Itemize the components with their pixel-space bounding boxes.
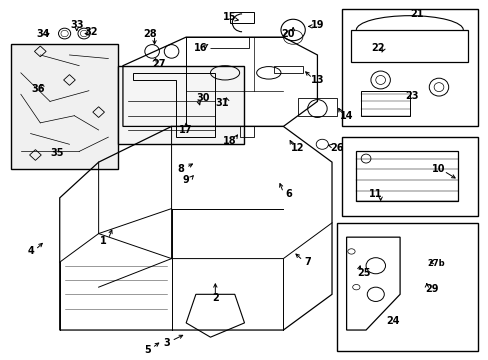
Bar: [118, 66, 244, 144]
Text: 29: 29: [424, 284, 438, 294]
Text: 7: 7: [304, 257, 310, 267]
Text: 10: 10: [431, 164, 445, 174]
Text: 11: 11: [368, 189, 382, 199]
Text: 13: 13: [310, 75, 324, 85]
Text: 34: 34: [36, 28, 49, 39]
Text: 21: 21: [409, 9, 423, 19]
Text: 16: 16: [194, 43, 207, 53]
Text: 4: 4: [27, 247, 34, 256]
Text: 27: 27: [152, 59, 166, 69]
Text: 8: 8: [178, 164, 184, 174]
Text: 2: 2: [211, 293, 218, 303]
Bar: [341, 9, 477, 126]
Text: 1: 1: [100, 236, 107, 246]
Text: 26: 26: [329, 143, 343, 153]
Text: 20: 20: [281, 28, 294, 39]
Text: 6: 6: [285, 189, 291, 199]
Text: 27b: 27b: [427, 260, 445, 269]
Text: 28: 28: [142, 28, 156, 39]
Bar: [341, 137, 477, 216]
Text: 15: 15: [223, 13, 236, 22]
Text: 31: 31: [215, 98, 229, 108]
Bar: [336, 223, 477, 351]
Text: 22: 22: [371, 43, 384, 53]
Text: 23: 23: [405, 91, 418, 101]
Text: 30: 30: [196, 93, 209, 103]
Text: 9: 9: [183, 175, 189, 185]
Text: 33: 33: [70, 19, 83, 30]
Text: 12: 12: [291, 143, 304, 153]
Text: 19: 19: [310, 19, 324, 30]
Bar: [11, 44, 118, 169]
Text: 17: 17: [179, 125, 192, 135]
Text: 36: 36: [31, 84, 44, 94]
Text: 32: 32: [84, 27, 98, 37]
Text: 35: 35: [50, 148, 64, 158]
Text: 18: 18: [223, 136, 236, 146]
Text: 14: 14: [339, 111, 353, 121]
Text: 3: 3: [163, 338, 170, 347]
Text: 5: 5: [143, 345, 150, 355]
Text: 24: 24: [385, 316, 399, 326]
Text: 25: 25: [356, 268, 369, 278]
